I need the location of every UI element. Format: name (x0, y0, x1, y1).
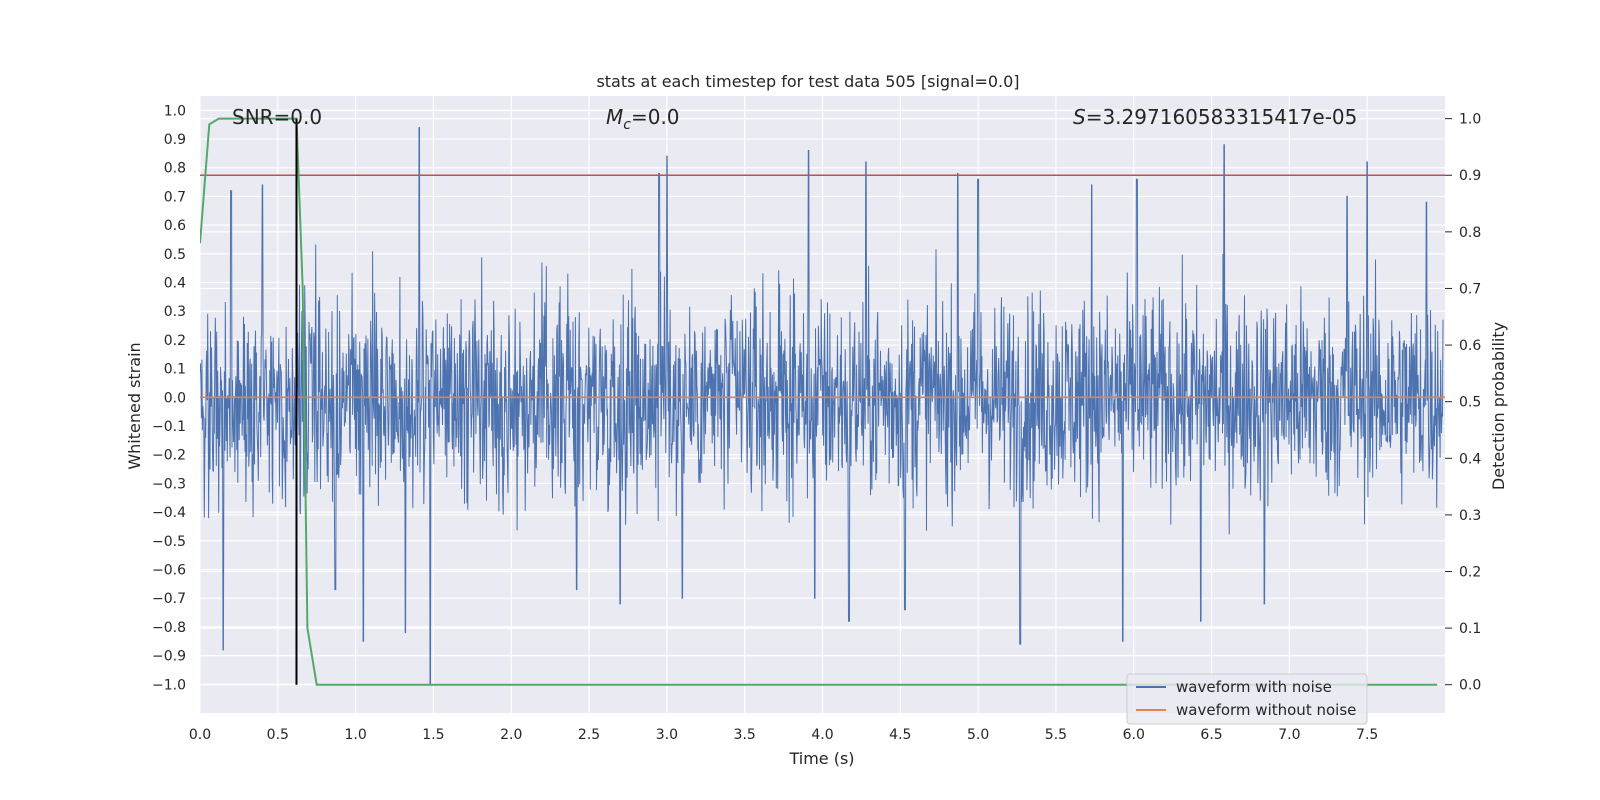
y-left-tick-label: 0.2 (164, 333, 186, 349)
y-right-tick-label: 0.5 (1459, 395, 1481, 411)
y-right-tick-label: 0.7 (1459, 281, 1481, 297)
y-right-tick-label: 0.2 (1459, 564, 1481, 580)
y-right-axis-label: Detection probability (1489, 322, 1508, 490)
x-tick-label: 3.5 (734, 727, 756, 743)
annotation-snr: SNR=0.0 (232, 105, 322, 129)
annotation-chirp-mass: Mc=0.0 (606, 105, 680, 133)
y-right-axis-ticks: 1.0 0.9 0.8 0.7 0.6 0.5 0.4 0.3 0.2 0.1 0.0 (1445, 112, 1481, 694)
x-tick-label: 2.0 (500, 727, 522, 743)
y-left-tick-label: −0.2 (152, 448, 186, 464)
x-tick-label: 5.5 (1045, 727, 1067, 743)
y-left-tick-label: 1.0 (164, 103, 186, 119)
y-left-tick-label: 0.4 (164, 276, 186, 292)
legend-box (1126, 673, 1368, 725)
x-tick-label: 7.0 (1278, 727, 1300, 743)
legend-label-noise: waveform with noise (1176, 678, 1332, 696)
x-tick-label: 0.5 (267, 727, 289, 743)
y-left-tick-label: −0.9 (152, 649, 186, 665)
y-left-tick-label: 0.5 (164, 247, 186, 263)
y-right-tick-label: 0.9 (1459, 168, 1481, 184)
x-tick-label: 7.5 (1356, 727, 1378, 743)
y-left-tick-label: 0.0 (164, 390, 186, 406)
y-right-tick-label: 0.3 (1459, 508, 1481, 524)
y-left-tick-label: −0.6 (152, 563, 186, 579)
annotation-chirp-mass-value: =0.0 (631, 105, 680, 129)
y-left-tick-label: −1.0 (152, 677, 186, 693)
y-right-tick-label: 1.0 (1459, 112, 1481, 128)
x-tick-label: 1.5 (422, 727, 444, 743)
x-tick-label: 4.5 (889, 727, 911, 743)
x-tick-label: 3.0 (656, 727, 678, 743)
x-axis-label: Time (s) (788, 749, 854, 768)
y-right-tick-label: 0.4 (1459, 451, 1481, 467)
y-right-tick-label: 0.0 (1459, 678, 1481, 694)
x-tick-label: 2.5 (578, 727, 600, 743)
y-left-tick-label: 0.9 (164, 132, 186, 148)
y-left-tick-label: 0.8 (164, 161, 186, 177)
annotation-significance: S=3.297160583315417e-05 (1073, 105, 1357, 129)
y-left-tick-label: −0.5 (152, 534, 186, 550)
annotation-significance-value: =3.297160583315417e-05 (1086, 105, 1358, 129)
x-tick-label: 0.0 (189, 727, 211, 743)
x-tick-label: 5.0 (967, 727, 989, 743)
y-left-tick-label: 0.3 (164, 304, 186, 320)
y-right-tick-label: 0.1 (1459, 621, 1481, 637)
chart-title: stats at each timestep for test data 505… (596, 72, 1019, 91)
series-detection-probability (200, 117, 1438, 686)
annotation-chirp-mass-subscript: c (623, 117, 631, 133)
y-right-tick-label: 0.8 (1459, 225, 1481, 241)
y-left-tick-label: −0.4 (152, 505, 186, 521)
y-left-tick-label: 0.7 (164, 189, 186, 205)
x-tick-label: 1.0 (344, 727, 366, 743)
y-left-tick-label: −0.8 (152, 620, 186, 636)
y-left-axis-label: Whitened strain (125, 342, 144, 469)
x-axis-ticks: 0.0 0.5 1.0 1.5 2.0 2.5 3.0 3.5 4.0 4.5 5.0 5.5 6.0 6… (189, 727, 1378, 743)
x-tick-label: 6.0 (1123, 727, 1145, 743)
legend: waveform with noise waveform without noi… (1126, 673, 1368, 725)
annotation-chirp-mass-symbol: M (606, 105, 623, 129)
y-left-tick-label: 0.6 (164, 218, 186, 234)
x-tick-label: 6.5 (1200, 727, 1222, 743)
annotation-significance-symbol: S (1073, 105, 1086, 129)
series-waveform-with-noise (200, 127, 1444, 685)
y-left-tick-label: −0.1 (152, 419, 186, 435)
y-left-axis-ticks: 1.0 0.9 0.8 0.7 0.6 0.5 0.4 0.3 0.2 0.1 0.0 −0.1 −0.… (152, 103, 186, 693)
y-right-tick-label: 0.6 (1459, 338, 1481, 354)
y-left-tick-label: −0.7 (152, 591, 186, 607)
legend-label-clean: waveform without noise (1176, 701, 1356, 719)
y-left-tick-label: −0.3 (152, 476, 186, 492)
x-tick-label: 4.0 (811, 727, 833, 743)
y-left-tick-label: 0.1 (164, 362, 186, 378)
